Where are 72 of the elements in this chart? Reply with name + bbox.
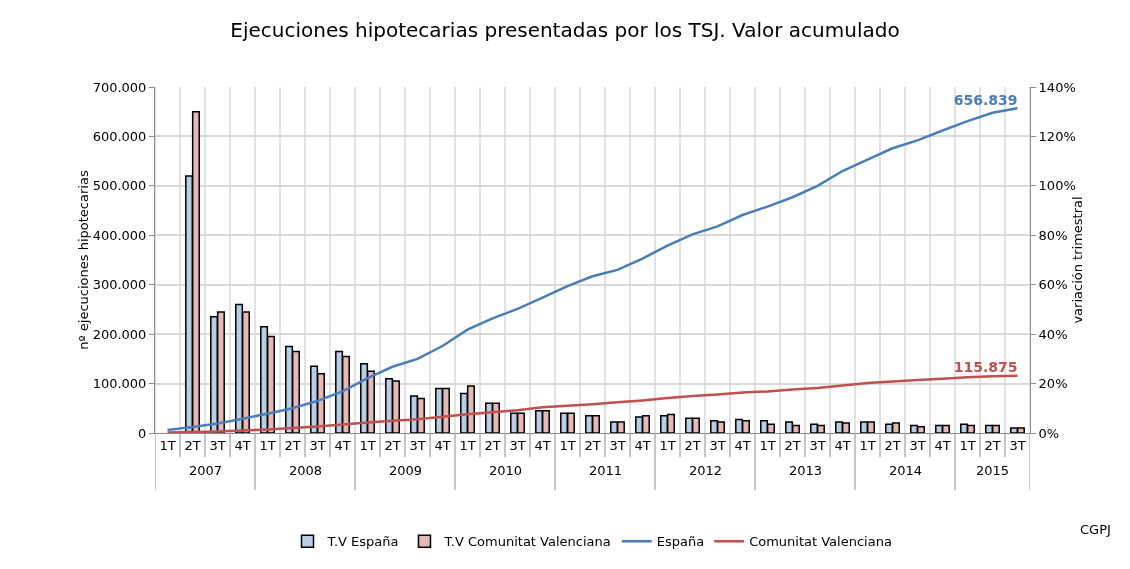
y2-tick-label: 60% xyxy=(1038,277,1068,293)
x-tick-label: 2T xyxy=(584,437,601,453)
y2-tick-label: 40% xyxy=(1038,326,1068,342)
x-tick-label: 3T xyxy=(809,437,826,453)
x-tick-label: 2T xyxy=(284,437,301,453)
x-tick-label: 1T xyxy=(159,437,176,453)
x-tick-label: 1T xyxy=(959,437,976,453)
x-tick-label: 1T xyxy=(659,437,676,453)
x-tick-label: 4T xyxy=(234,437,251,453)
y2-tick-label: 140% xyxy=(1038,79,1076,95)
y2-axis-title: variación trimestral xyxy=(1069,196,1085,324)
x-tick-label: 3T xyxy=(609,437,626,453)
text: 2012 xyxy=(689,463,723,478)
x-tick-label: 4T xyxy=(434,437,451,453)
x-tick-label: 4T xyxy=(834,437,851,453)
y2-tick-label: 100% xyxy=(1038,178,1076,194)
text: 2013 xyxy=(789,463,823,478)
text: CGPJ xyxy=(1080,522,1111,537)
x-tick-label: 1T xyxy=(559,437,576,453)
x-tick-label: 4T xyxy=(634,437,651,453)
y-tick-label: 500.000 xyxy=(92,178,147,194)
x-tick-label: 4T xyxy=(934,437,951,453)
text: 2008 xyxy=(289,463,323,478)
x-tick-label: 2T xyxy=(884,437,901,453)
y2-tick-label: 80% xyxy=(1038,227,1068,243)
line-series xyxy=(166,107,1019,432)
x-tick-label: 1T xyxy=(859,437,876,453)
text: 2007 xyxy=(189,463,223,478)
legend-label: Comunitat Valenciana xyxy=(749,534,892,550)
x-tick-label: 1T xyxy=(759,437,776,453)
x-tick-label: 3T xyxy=(709,437,726,453)
y-tick-label: 700.000 xyxy=(92,79,147,95)
text: 2014 xyxy=(889,463,923,478)
y2-tick-label: 20% xyxy=(1038,376,1068,392)
text: 2010 xyxy=(489,463,523,478)
x-tick-label: 3T xyxy=(209,437,226,453)
y-axis-title: nº ejecuciones hipotecarias xyxy=(75,170,91,350)
x-tick-label: 2T xyxy=(484,437,501,453)
x-tick-label: 1T xyxy=(259,437,276,453)
y-tick-label: 400.000 xyxy=(92,227,147,243)
text: 2015 xyxy=(976,463,1010,478)
y2-tick-label: 120% xyxy=(1038,128,1076,144)
y2-tick-label: 0% xyxy=(1038,425,1060,441)
legend-label: T.V Comunitat Valenciana xyxy=(443,534,611,550)
x-tick-label: 4T xyxy=(734,437,751,453)
x-tick-label: 3T xyxy=(409,437,426,453)
chart-title: Ejecuciones hipotecarias presentadas por los TSJ. Valor acumulado xyxy=(230,17,900,42)
data-label: 115.875 xyxy=(953,359,1018,376)
x-tick-label: 2T xyxy=(384,437,401,453)
y-tick-label: 600.000 xyxy=(92,128,147,144)
x-tick-label: 3T xyxy=(309,437,326,453)
text: 2011 xyxy=(589,463,623,478)
x-tick-label: 1T xyxy=(359,437,376,453)
x-tick-label: 3T xyxy=(1009,437,1026,453)
x-tick-label: 2T xyxy=(184,437,201,453)
y-tick-label: 300.000 xyxy=(92,277,147,293)
x-tick-label: 1T xyxy=(459,437,476,453)
line-series xyxy=(166,374,1019,433)
y-tick-label: 200.000 xyxy=(92,326,147,342)
x-tick-label: 3T xyxy=(509,437,526,453)
y-tick-label: 0 xyxy=(138,425,147,441)
x-tick-label: 4T xyxy=(334,437,351,453)
x-tick-label: 2T xyxy=(684,437,701,453)
legend-label: T.V España xyxy=(326,534,399,550)
x-tick-label: 3T xyxy=(909,437,926,453)
x-tick-label: 2T xyxy=(984,437,1001,453)
data-label: 656.839 xyxy=(953,91,1018,108)
text: 2009 xyxy=(389,463,423,478)
x-tick-label: 2T xyxy=(784,437,801,453)
legend-label: España xyxy=(656,534,705,550)
x-tick-label: 4T xyxy=(534,437,551,453)
y-tick-label: 100.000 xyxy=(92,376,147,392)
